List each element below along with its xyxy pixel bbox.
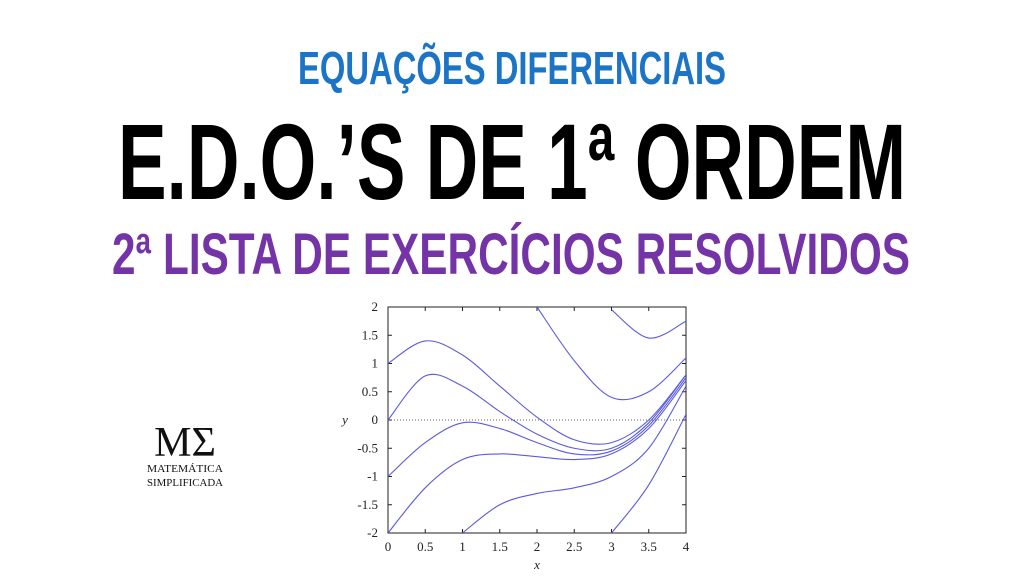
x-tick-label: 2	[534, 539, 541, 554]
x-tick-label: 1	[459, 539, 466, 554]
x-tick-label: 0.5	[417, 539, 433, 554]
x-axis-label: x	[533, 557, 540, 572]
title: EQUAÇÕES DIFERENCIAIS	[298, 42, 726, 94]
y-axis-label: y	[340, 412, 348, 427]
x-tick-label: 2.5	[566, 539, 582, 554]
x-tick-label: 4	[683, 539, 690, 554]
y-tick-label: 0.5	[362, 384, 378, 399]
x-tick-label: 1.5	[492, 539, 508, 554]
x-tick-label: 3.5	[641, 539, 657, 554]
y-tick-label: 0	[372, 412, 379, 427]
y-tick-label: 1	[372, 356, 379, 371]
x-tick-label: 0	[385, 539, 392, 554]
y-tick-label: -1	[367, 469, 378, 484]
y-tick-label: 1.5	[362, 327, 378, 342]
solution-curve	[611, 414, 686, 533]
solution-curve	[388, 380, 686, 533]
solution-curve	[388, 377, 686, 477]
solution-curve	[388, 340, 686, 445]
subtitle: 2ª LISTA DE EXERCÍCIOS RESOLVIDOS	[112, 222, 910, 287]
solution-curve	[611, 309, 686, 339]
solution-curve	[462, 385, 686, 533]
curves	[388, 307, 686, 533]
y-tick-label: -0.5	[357, 440, 378, 455]
y-tick-label: 2	[372, 299, 379, 314]
solution-curve	[536, 307, 686, 401]
heading: E.D.O.’S DE 1ª ORDEM	[118, 101, 906, 222]
logo-symbol: MΣ	[154, 420, 216, 466]
y-tick-label: -1.5	[357, 497, 378, 512]
logo-line2: SIMPLIFICADA	[147, 477, 223, 489]
logo-line1: MATEMÁTICA	[147, 463, 223, 475]
y-tick-label: -2	[367, 525, 378, 540]
solution-curve	[388, 373, 686, 452]
x-tick-label: 3	[608, 539, 615, 554]
